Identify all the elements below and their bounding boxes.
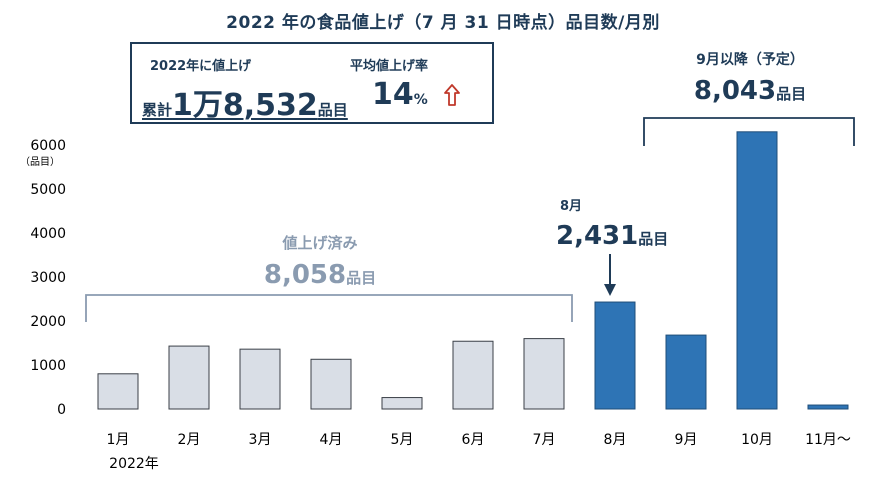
y-tick-label: 4000 (30, 226, 66, 242)
summary-total-prefix: 累計 (142, 101, 173, 119)
x-tick-label: 6月 (462, 432, 485, 448)
aug-label: 8月 (560, 199, 582, 214)
bar-7 (523, 338, 565, 410)
x-tick-label: 2月 (178, 432, 201, 448)
chart-title: 2022 年の食品値上げ（7 月 31 日時点）品目数/月別 (226, 13, 660, 33)
y-tick-label: 0 (57, 402, 66, 418)
future-value: 8,043 (694, 76, 776, 106)
bar-9 (665, 334, 707, 410)
y-tick-label: 5000 (30, 182, 66, 198)
y-tick-label: 2000 (30, 314, 66, 330)
bar-1 (97, 373, 139, 410)
x-axis: 1月 2月 3月 4月 5月 6月 7月 8月 9月 10月 11月～ 2022年 (107, 432, 851, 472)
future-total: 8,043品目 (694, 76, 806, 106)
summary-rate-unit: % (413, 92, 428, 108)
aug-value: 2,431 (556, 221, 638, 251)
done-value: 8,058 (264, 260, 346, 290)
future-unit: 品目 (776, 85, 806, 103)
bar-5 (381, 397, 423, 410)
bar-11 (807, 404, 849, 410)
aug-total: 2,431品目 (556, 221, 668, 251)
bars (97, 131, 849, 410)
done-total: 8,058品目 (264, 260, 376, 290)
x-tick-label: 5月 (391, 432, 414, 448)
done-unit: 品目 (346, 269, 376, 287)
x-tick-label: 1月 (107, 432, 130, 448)
aug-unit: 品目 (638, 230, 668, 248)
x-tick-label: 3月 (249, 432, 272, 448)
future-label: 9月以降（予定） (696, 51, 804, 68)
x-tick-label: 9月 (675, 432, 698, 448)
x-tick-label: 10月 (741, 432, 773, 448)
done-label: 値上げ済み (281, 234, 357, 252)
summary-box: 2022年に値上げ 累計1万8,532品目 平均値上げ率 14% (130, 42, 494, 124)
summary-total-unit: 品目 (317, 101, 348, 119)
bar-8 (594, 301, 636, 410)
up-arrow-icon (444, 84, 460, 106)
bar-6 (452, 340, 494, 410)
summary-total: 累計1万8,532品目 (142, 80, 348, 124)
y-tick-label: 1000 (30, 358, 66, 374)
x-tick-label: 11月～ (805, 432, 851, 448)
x-tick-label: 4月 (320, 432, 343, 448)
y-unit-label: （品目） (20, 156, 60, 168)
x-year-label: 2022年 (109, 456, 159, 472)
summary-rate-value: 14 (372, 77, 414, 112)
summary-rate: 14% (372, 77, 428, 112)
past-bracket (85, 294, 573, 322)
bar-4 (310, 358, 352, 410)
x-tick-label: 7月 (533, 432, 556, 448)
x-tick-label: 8月 (604, 432, 627, 448)
y-tick-label: 6000 (30, 138, 66, 154)
aug-arrow-head (604, 284, 616, 296)
y-axis: 0 1000 2000 3000 4000 5000 6000 （品目） (20, 138, 66, 418)
future-bracket (643, 117, 855, 146)
summary-total-value: 1万8,532 (172, 88, 318, 123)
y-tick-label: 3000 (30, 270, 66, 286)
bar-10 (736, 131, 778, 410)
bar-3 (239, 348, 281, 410)
summary-year-label: 2022年に値上げ (150, 59, 252, 74)
summary-rate-label: 平均値上げ率 (350, 59, 429, 74)
bar-2 (168, 345, 210, 410)
